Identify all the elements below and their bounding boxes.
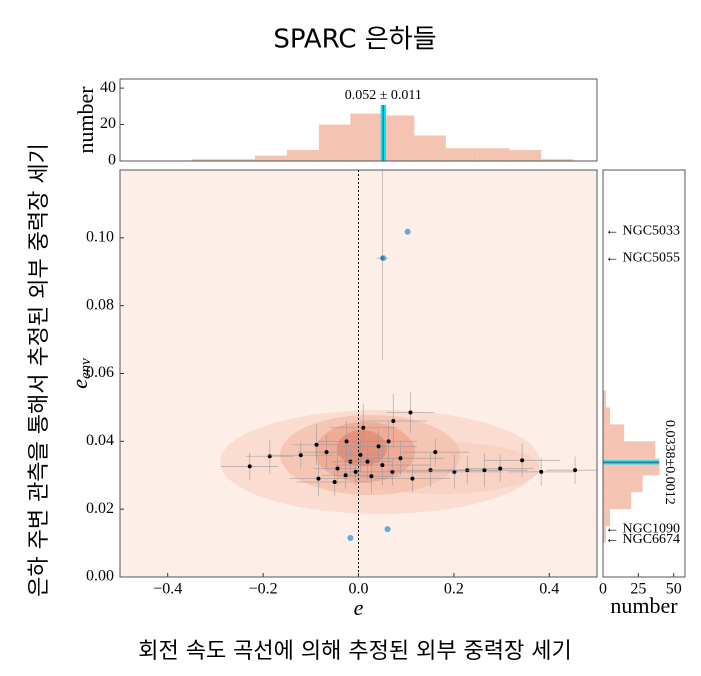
x-tick-label: 0.4 [539,581,559,598]
data-point [358,452,363,457]
y-axis-label: eenv [67,358,94,389]
data-point [498,466,503,471]
data-point [376,444,381,449]
highlight-point [384,526,391,533]
histogram-bar [603,509,611,527]
contour [337,430,387,466]
data-point [298,453,303,458]
y-tick-label: 0.06 [86,364,114,381]
data-point [344,439,349,444]
highlight-point [347,534,354,541]
data-point [452,469,457,474]
data-point [386,439,391,444]
x-tick-label: 25 [630,581,646,598]
data-point [573,468,578,473]
histogram-bar [541,159,574,161]
title: SPARC 은하들 [273,25,436,55]
data-point [520,458,525,463]
data-point [369,474,374,479]
y-axis-label: number [73,86,98,154]
histogram-bar [603,492,632,510]
histogram-bar [318,124,351,161]
histogram-bar [603,407,611,425]
data-point [353,469,358,474]
histogram-bar [603,526,606,544]
histogram-bar [603,441,656,459]
annotation: 0.052 ± 0.011 [345,88,422,103]
data-point [390,469,395,474]
data-point [482,468,487,473]
histogram-bar [382,115,415,161]
data-point [361,425,366,430]
axes-frame [602,169,686,578]
data-point [343,473,348,478]
x-tick-label: −0.4 [153,581,182,598]
histogram-bar [254,155,287,161]
data-point [314,442,319,447]
annotation: 0.0338±0.0012 [662,420,677,505]
histogram-bar [350,113,383,161]
x-tick-label: 50 [666,581,682,598]
data-point [380,463,385,468]
data-point [408,410,413,415]
galaxy-label: ← NGC5055 [605,250,680,265]
x-tick-label: 0.0 [349,581,369,598]
x-tick-label: 0.2 [444,581,464,598]
data-point [433,450,438,455]
y-tick-label: 0.02 [86,500,114,517]
histogram-bar [603,475,643,493]
caption: 회전 속도 곡선에 의해 추정된 외부 중력장 세기 [138,639,572,664]
y-tick-label: 40 [100,79,116,96]
data-point [324,450,329,455]
histogram-bar [509,150,542,161]
y-axis-label-subscript: env [78,358,94,379]
y-axis-label-main: e [67,379,92,389]
data-point [335,466,340,471]
histogram-bar [286,150,319,161]
histogram-bar [477,148,510,161]
axes-frame [119,78,598,162]
histogram-bar [191,159,224,161]
data-point [365,459,370,464]
data-point [332,480,337,485]
y-tick-label: 0 [108,152,116,169]
data-point [410,476,415,481]
galaxy-label: ← NGC1090 [605,522,680,537]
data-point [398,456,403,461]
data-point [539,469,544,474]
data-point [391,418,396,423]
x-tick-label: 0 [599,581,607,598]
y-tick-label: 0.08 [86,296,114,313]
y-tick-label: 0.00 [86,568,114,585]
galaxy-label: ← NGC5033 [605,223,680,238]
x-axis-label: e [354,595,364,620]
histogram-bar [414,135,446,161]
data-layer [221,170,597,577]
side-label: 은하 주변 관측을 통해서 추정된 외부 중력장 세기 [27,143,52,597]
histogram-bar [445,148,478,161]
y-tick-label: 20 [100,115,116,132]
highlight-point [380,255,387,262]
histogram-bar [603,390,606,408]
axes-frame [119,169,598,578]
histogram-bar [223,159,255,161]
galaxy-label: ← NGC6674 [605,532,680,547]
y-tick-label: 0.10 [86,229,114,246]
histogram-bar [603,424,625,442]
y-tick-label: 0.04 [86,432,114,449]
x-axis-label: number [610,593,678,618]
x-tick-label: −0.2 [249,581,278,598]
highlight-point [404,228,411,235]
data-point [247,464,252,469]
data-point [316,476,321,481]
